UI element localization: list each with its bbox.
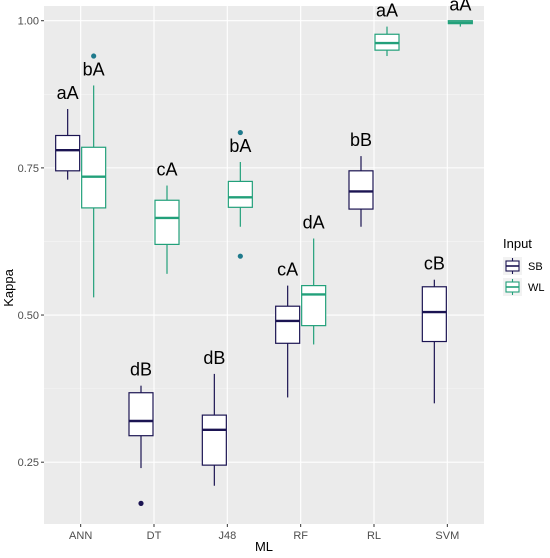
box-wl-rf xyxy=(301,238,327,345)
x-tick-label: ANN xyxy=(69,530,92,542)
x-tick-label: DT xyxy=(147,530,162,542)
significance-label: bB xyxy=(350,130,372,150)
y-tick-label: 0.50 xyxy=(18,310,39,322)
x-tick-label: RL xyxy=(367,530,381,542)
legend-title: Input xyxy=(503,236,532,251)
y-axis-title: Kappa xyxy=(1,268,16,306)
significance-label: cA xyxy=(277,260,298,280)
box-iqr xyxy=(227,180,253,208)
significance-label: dB xyxy=(203,348,225,368)
x-tick-label: J48 xyxy=(218,530,236,542)
x-tick-label: RF xyxy=(293,530,308,542)
box-iqr xyxy=(275,305,301,344)
box-sb-ann xyxy=(55,109,81,180)
significance-label: bA xyxy=(229,136,251,156)
box-iqr xyxy=(154,199,180,245)
box-wl-j48 xyxy=(227,129,253,259)
box-sb-j48 xyxy=(201,373,227,486)
plot-panel xyxy=(44,6,484,524)
significance-label: aA xyxy=(376,1,398,21)
significance-label: dB xyxy=(130,360,152,380)
outlier-point xyxy=(237,253,243,259)
box-iqr xyxy=(301,285,327,327)
panel-background xyxy=(44,6,484,524)
box-wl-dt xyxy=(154,185,180,274)
x-tick-label: SVM xyxy=(435,530,459,542)
outlier-point xyxy=(91,53,97,59)
y-tick-label: 1.00 xyxy=(18,16,39,28)
significance-label: bA xyxy=(83,59,105,79)
legend-label: SB xyxy=(528,261,543,273)
box-iqr xyxy=(201,414,227,466)
outlier-point xyxy=(237,129,243,136)
box-iqr xyxy=(128,392,154,437)
legend-key-wl: WL xyxy=(503,278,545,296)
significance-label: cA xyxy=(156,160,177,180)
grid-lines xyxy=(44,6,484,524)
legend-label: WL xyxy=(528,282,545,294)
y-tick-label: 0.25 xyxy=(18,457,39,469)
legend-key-sb: SB xyxy=(503,257,543,275)
significance-label: aA xyxy=(449,0,471,15)
box-wl-svm xyxy=(447,20,473,27)
legend: Input SB WL xyxy=(503,236,545,296)
box-iqr xyxy=(421,286,447,343)
box-sb-svm xyxy=(421,279,447,404)
outlier-point xyxy=(138,500,144,506)
box-iqr xyxy=(348,170,374,210)
axis-layer: 0.25 0.50 0.75 1.00 ANN DT J48 RF RL SVM xyxy=(18,16,460,542)
box-iqr xyxy=(55,134,81,172)
significance-label: cB xyxy=(424,254,445,274)
box-sb-dt xyxy=(128,385,154,506)
box-sb-rl xyxy=(348,156,374,227)
box-sb-rf xyxy=(275,285,301,398)
annotation-layer: aA dB dB cA bB cB bA cA bA dA aA aA xyxy=(57,0,472,380)
box-wl-rl xyxy=(374,26,400,57)
box-wl-ann xyxy=(81,53,107,298)
significance-label: dA xyxy=(303,213,325,233)
x-axis-title: ML xyxy=(255,539,273,554)
significance-label: aA xyxy=(57,83,79,103)
y-tick-label: 0.75 xyxy=(18,163,39,175)
box-layer xyxy=(55,20,473,506)
